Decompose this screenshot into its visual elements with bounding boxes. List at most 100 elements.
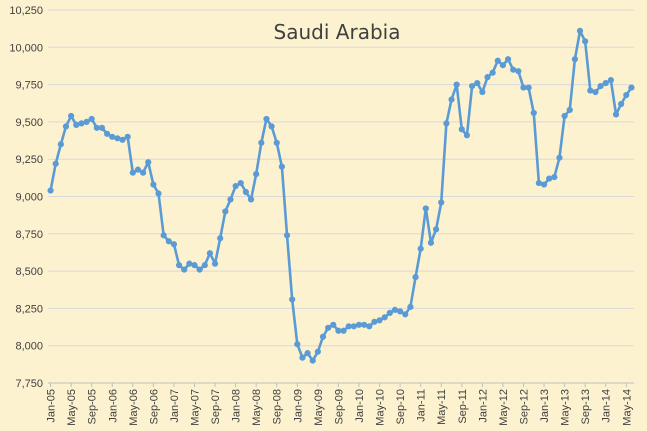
data-point — [494, 57, 501, 64]
data-point — [47, 187, 54, 194]
y-tick-label: 9,000 — [15, 192, 43, 204]
x-tick-label: Jan-05 — [46, 389, 58, 423]
data-point — [489, 69, 496, 76]
data-point — [73, 121, 80, 128]
data-point — [227, 196, 234, 203]
data-point — [196, 266, 203, 273]
x-tick-label: May-14 — [621, 389, 633, 426]
data-point — [618, 100, 625, 108]
data-point — [258, 139, 265, 146]
x-axis-tick-labels: Jan-05 May-05 Sep-05 Jan-06 May-06 Sep-06 Jan-… — [46, 383, 633, 426]
x-tick-label: May-11 — [436, 389, 448, 425]
data-point — [155, 190, 162, 197]
x-tick-label: May-12 — [498, 389, 510, 426]
data-point — [109, 133, 116, 140]
data-point — [201, 262, 208, 269]
x-tick-label: May-10 — [375, 389, 387, 426]
x-tick-label: May-06 — [128, 389, 140, 426]
x-tick-label: May-05 — [66, 389, 78, 426]
data-point — [412, 273, 419, 281]
data-point — [253, 171, 260, 178]
data-point — [407, 303, 414, 311]
data-point — [448, 96, 455, 103]
y-axis-tick-labels: 7,750 8,000 8,250 8,500 8,750 9,000 9,250 9,500… — [9, 5, 43, 390]
data-point — [217, 235, 224, 242]
data-point — [319, 333, 327, 340]
data-point — [607, 77, 614, 84]
data-point — [546, 175, 553, 182]
data-point — [551, 174, 558, 181]
x-tick-label: Jan-08 — [231, 389, 243, 423]
x-tick-label: May-07 — [190, 389, 202, 426]
data-point — [366, 323, 373, 330]
data-point — [535, 179, 543, 187]
data-point — [571, 56, 578, 63]
data-point — [170, 241, 178, 248]
data-point — [561, 112, 568, 120]
y-tick-label: 8,250 — [15, 303, 43, 315]
x-tick-label: Jan-14 — [601, 389, 613, 423]
data-point — [314, 348, 321, 355]
x-tick-label: May-13 — [560, 389, 572, 426]
data-point — [515, 68, 522, 75]
data-point — [114, 135, 121, 142]
data-point — [576, 27, 584, 34]
data-point — [181, 266, 188, 273]
data-point — [165, 238, 172, 245]
data-point — [602, 80, 609, 87]
data-point — [68, 112, 75, 120]
data-point — [78, 120, 85, 127]
data-point — [592, 88, 599, 96]
data-point — [93, 124, 100, 131]
x-tick-label: Jan-10 — [354, 389, 366, 423]
data-point — [371, 318, 378, 325]
data-point — [499, 62, 507, 69]
data-point — [191, 262, 198, 269]
data-point — [402, 311, 409, 318]
y-tick-label: 8,500 — [15, 266, 43, 278]
y-tick-label: 10,250 — [9, 5, 43, 17]
data-point — [129, 169, 136, 176]
data-point — [119, 136, 126, 143]
y-tick-label: 9,250 — [15, 154, 43, 166]
data-point — [458, 126, 465, 133]
data-point — [330, 321, 337, 328]
data-point — [325, 324, 332, 331]
data-point — [57, 141, 64, 148]
data-point — [283, 232, 291, 239]
data-point — [361, 321, 368, 328]
data-point — [474, 80, 481, 87]
data-point — [566, 106, 573, 114]
x-tick-label: May-09 — [313, 389, 325, 426]
data-point — [350, 323, 357, 330]
data-point — [484, 74, 491, 81]
data-point — [273, 139, 280, 146]
x-tick-label: Jan-13 — [539, 389, 551, 423]
data-point — [268, 123, 275, 130]
data-point — [468, 82, 476, 90]
y-tick-label: 10,000 — [9, 42, 43, 54]
data-point — [427, 239, 435, 246]
data-point — [134, 166, 142, 173]
data-point — [145, 159, 152, 166]
data-point — [355, 321, 363, 328]
x-tick-label: May-08 — [251, 389, 263, 426]
data-point — [376, 317, 383, 324]
data-point — [62, 123, 70, 130]
data-point — [510, 66, 517, 73]
data-point — [422, 205, 429, 212]
data-point — [479, 88, 486, 96]
data-point — [381, 314, 388, 321]
data-point — [397, 308, 404, 315]
data-point — [340, 327, 347, 334]
data-point — [104, 130, 111, 137]
data-point — [463, 132, 471, 139]
y-tick-label: 8,000 — [15, 341, 43, 353]
chart-title: Saudi Arabia — [274, 20, 401, 44]
data-point — [520, 84, 527, 91]
data-point — [623, 91, 630, 99]
y-tick-label: 9,500 — [15, 117, 43, 129]
y-tick-label: 7,750 — [15, 378, 43, 390]
data-point — [453, 81, 460, 88]
data-point — [504, 56, 512, 63]
